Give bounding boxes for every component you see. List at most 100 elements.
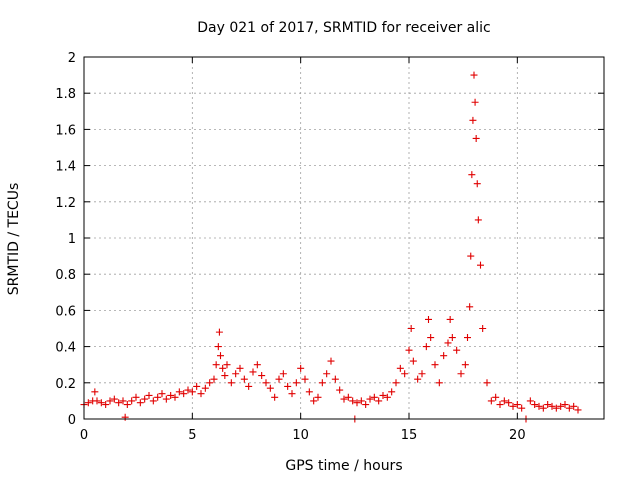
data-point: [388, 388, 396, 396]
data-point: [473, 180, 481, 188]
data-point: [570, 402, 578, 410]
data-point: [392, 379, 400, 387]
data-point: [119, 397, 127, 405]
data-point: [467, 252, 475, 260]
data-points: [80, 71, 582, 423]
data-point: [431, 361, 439, 369]
data-point: [505, 399, 513, 407]
data-point: [123, 401, 131, 409]
data-point: [561, 401, 569, 409]
data-point: [375, 397, 383, 405]
data-point: [323, 370, 331, 378]
y-tick-label: 0: [68, 413, 76, 428]
data-point: [121, 413, 129, 421]
data-point: [472, 134, 480, 142]
data-point: [466, 303, 474, 311]
data-point: [539, 404, 547, 412]
data-point: [327, 357, 335, 365]
data-point: [136, 399, 144, 407]
data-point: [217, 352, 224, 360]
data-point: [470, 71, 478, 79]
data-point: [305, 388, 313, 396]
data-point: [162, 395, 170, 403]
data-point: [215, 328, 223, 336]
data-point: [453, 346, 461, 354]
data-point: [245, 382, 253, 390]
data-point: [526, 397, 534, 405]
data-point: [214, 343, 222, 351]
data-point: [221, 372, 229, 380]
data-point: [461, 361, 469, 369]
data-point: [548, 402, 556, 410]
data-point: [407, 325, 415, 332]
data-point: [84, 399, 92, 407]
data-point: [440, 352, 448, 360]
chart-title: Day 021 of 2017, SRMTID for receiver ali…: [197, 20, 490, 36]
data-point: [279, 370, 287, 378]
data-point: [435, 379, 443, 387]
data-point: [336, 386, 344, 394]
data-point: [396, 364, 404, 372]
data-point: [565, 404, 573, 412]
data-point: [301, 375, 309, 383]
data-point: [249, 368, 257, 376]
data-point: [275, 375, 283, 383]
data-point: [145, 391, 153, 399]
data-point: [544, 401, 552, 409]
data-point: [353, 399, 361, 407]
data-point: [210, 375, 218, 383]
data-point: [414, 375, 422, 383]
data-point: [509, 402, 517, 410]
data-point: [474, 216, 482, 224]
data-point: [102, 401, 110, 409]
y-tick-label: 1.6: [55, 123, 76, 138]
data-point: [318, 379, 326, 387]
data-point: [344, 393, 352, 401]
x-tick-label: 20: [509, 428, 526, 443]
data-point: [184, 386, 192, 394]
data-point: [141, 395, 149, 403]
data-point: [446, 315, 454, 323]
data-point: [258, 372, 266, 380]
data-point: [110, 395, 118, 403]
data-point: [171, 393, 179, 401]
data-point: [401, 370, 409, 378]
data-point: [418, 370, 426, 378]
data-point: [193, 382, 201, 390]
data-point: [574, 406, 582, 414]
data-point: [409, 357, 417, 365]
y-tick-label: 0.8: [55, 268, 76, 283]
data-point: [531, 401, 539, 409]
data-point: [557, 402, 565, 410]
data-point: [469, 116, 477, 124]
data-point: [425, 315, 432, 323]
x-tick-label: 10: [292, 428, 309, 443]
data-point: [91, 388, 99, 396]
data-point: [468, 171, 476, 179]
data-point: [167, 391, 175, 399]
data-point: [366, 395, 374, 403]
data-point: [271, 393, 279, 401]
data-point: [180, 390, 188, 398]
data-point: [106, 397, 114, 405]
x-tick-label: 15: [401, 428, 418, 443]
data-point: [149, 397, 157, 405]
data-point: [310, 397, 318, 405]
data-point: [500, 397, 508, 405]
data-point: [158, 390, 166, 398]
data-point: [212, 361, 220, 369]
data-point: [223, 361, 231, 369]
x-tick-label: 5: [188, 428, 196, 443]
data-point: [340, 395, 348, 403]
data-point: [448, 334, 456, 342]
y-tick-label: 0.6: [55, 304, 76, 319]
data-point: [201, 384, 209, 392]
data-point: [154, 393, 162, 401]
y-tick-label: 2: [68, 51, 76, 66]
x-axis-label: GPS time / hours: [285, 458, 402, 474]
data-point: [379, 391, 387, 399]
y-tick-label: 1.8: [55, 87, 76, 102]
data-point: [206, 379, 214, 387]
data-point: [513, 401, 521, 409]
y-tick-label: 1.2: [55, 196, 76, 211]
